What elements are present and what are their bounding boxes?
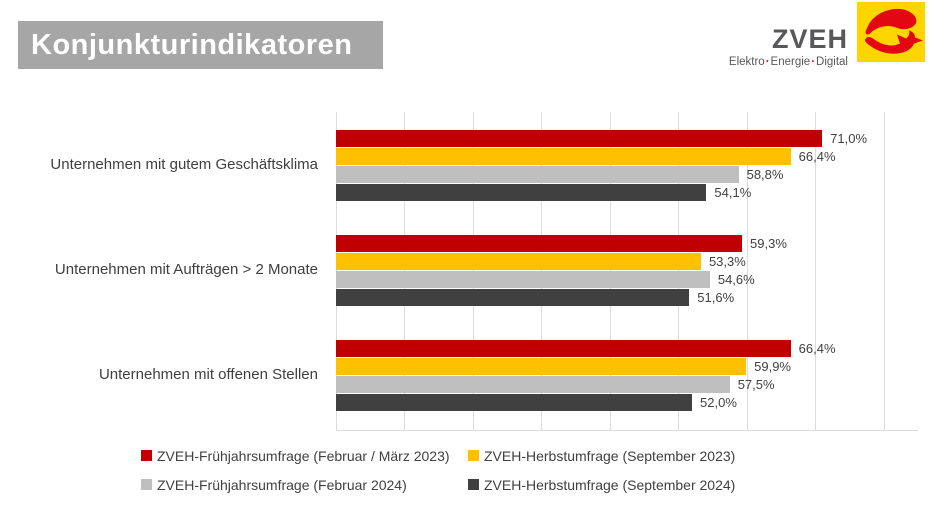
bar bbox=[336, 253, 701, 270]
bar-value-label: 66,4% bbox=[798, 341, 836, 356]
bar-group: 66,4% 59,9% 57,5% 52,0% bbox=[336, 340, 918, 412]
chart-legend: ZVEH-Frühjahrsumfrage (Februar / März 20… bbox=[141, 441, 735, 499]
legend-item-label: ZVEH-Herbstumfrage (September 2023) bbox=[484, 447, 736, 464]
bar-value-label: 66,4% bbox=[798, 149, 836, 164]
category-label: Unternehmen mit gutem Geschäftsklima bbox=[50, 156, 318, 174]
bar-value-label: 54,6% bbox=[717, 272, 755, 287]
zveh-bird-icon bbox=[865, 8, 923, 54]
zveh-logo-mark bbox=[857, 2, 925, 62]
page-title: Konjunkturindikatoren bbox=[18, 21, 383, 69]
bar bbox=[336, 358, 747, 375]
bar-row: 51,6% bbox=[336, 289, 918, 306]
legend-item: ZVEH-Frühjahrsumfrage (Februar 2024) bbox=[141, 470, 468, 499]
bar bbox=[336, 148, 791, 165]
zveh-logo: ZVEH Elektro·Energie·Digital bbox=[729, 2, 925, 68]
bar-value-label: 53,3% bbox=[708, 254, 746, 269]
bar-row: 66,4% bbox=[336, 340, 918, 357]
tagline-separator-icon: · bbox=[811, 56, 816, 68]
legend-item: ZVEH-Herbstumfrage (September 2024) bbox=[468, 470, 735, 499]
bar-row: 58,8% bbox=[336, 166, 918, 183]
tagline-word-3: Digital bbox=[816, 56, 848, 68]
bar-value-label: 54,1% bbox=[714, 185, 752, 200]
bar-row: 66,4% bbox=[336, 148, 918, 165]
bar-value-label: 71,0% bbox=[830, 131, 868, 146]
bar-value-label: 59,9% bbox=[754, 359, 791, 374]
bar-chart-plot-area: 71,0% 66,4% 58,8% 54,1% 59,3% 53,3% 54,6% 51,6%… bbox=[336, 112, 918, 431]
legend-marker-icon bbox=[468, 450, 479, 461]
bar-row: 54,1% bbox=[336, 184, 918, 201]
bar bbox=[336, 130, 823, 147]
category-label: Unternehmen mit offenen Stellen bbox=[98, 366, 318, 384]
gridline bbox=[815, 112, 817, 430]
legend-marker-icon bbox=[468, 479, 479, 490]
gridline bbox=[746, 112, 748, 430]
bar bbox=[336, 376, 730, 393]
legend-item-label: ZVEH-Frühjahrsumfrage (Februar / März 20… bbox=[157, 447, 450, 464]
legend-marker-icon bbox=[141, 450, 152, 461]
category-label: Unternehmen mit Aufträgen > 2 Monate bbox=[54, 261, 318, 279]
bar bbox=[336, 235, 743, 252]
bar-row: 59,9% bbox=[336, 358, 918, 375]
legend-item: ZVEH-Herbstumfrage (September 2023) bbox=[468, 441, 735, 470]
zveh-logo-word: ZVEH bbox=[771, 24, 848, 54]
bar-row: 54,6% bbox=[336, 271, 918, 288]
bar-value-label: 57,5% bbox=[737, 377, 775, 392]
bar-row: 57,5% bbox=[336, 376, 918, 393]
bar-row: 71,0% bbox=[336, 130, 918, 147]
bar-value-label: 52,0% bbox=[700, 395, 737, 410]
bar bbox=[336, 271, 710, 288]
bar bbox=[336, 340, 791, 357]
tagline-separator-icon: · bbox=[765, 56, 770, 68]
legend-item-label: ZVEH-Herbstumfrage (September 2024) bbox=[484, 476, 736, 493]
zveh-logo-tagline: Elektro·Energie·Digital bbox=[729, 56, 848, 68]
bar-row: 59,3% bbox=[336, 235, 918, 252]
bar bbox=[336, 394, 693, 411]
tagline-word-2: Energie bbox=[770, 56, 811, 68]
bar-group: 71,0% 66,4% 58,8% 54,1% bbox=[336, 130, 918, 202]
legend-marker-icon bbox=[141, 479, 152, 490]
tagline-word-1: Elektro bbox=[728, 56, 765, 68]
legend-item-label: ZVEH-Frühjahrsumfrage (Februar 2024) bbox=[157, 476, 407, 493]
legend-item: ZVEH-Frühjahrsumfrage (Februar / März 20… bbox=[141, 441, 468, 470]
bar-row: 52,0% bbox=[336, 394, 918, 411]
bar bbox=[336, 166, 739, 183]
bar-value-label: 58,8% bbox=[746, 167, 784, 182]
bar-value-label: 59,3% bbox=[750, 236, 787, 251]
zveh-logo-text: ZVEH Elektro·Energie·Digital bbox=[729, 24, 848, 69]
bar-group: 59,3% 53,3% 54,6% 51,6% bbox=[336, 235, 918, 307]
gridline bbox=[883, 112, 885, 430]
bar bbox=[336, 184, 707, 201]
bar-row: 53,3% bbox=[336, 253, 918, 270]
bar bbox=[336, 289, 690, 306]
bar-value-label: 51,6% bbox=[697, 290, 735, 305]
